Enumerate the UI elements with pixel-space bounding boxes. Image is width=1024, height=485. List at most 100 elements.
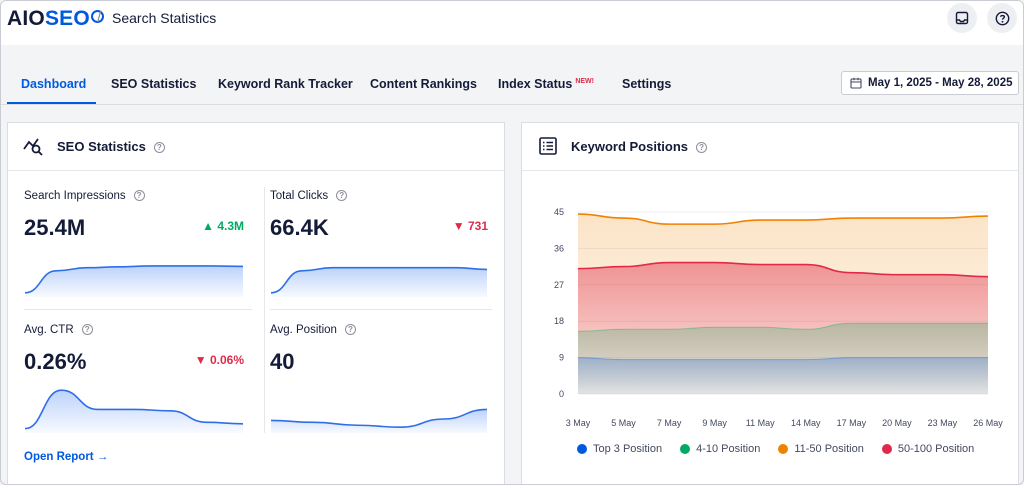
seo-statistics-header: SEO Statistics? xyxy=(8,123,504,171)
help-circle-icon xyxy=(995,11,1009,25)
tab-index-status[interactable]: Index Status NEW! xyxy=(498,77,594,91)
metric-delta-impressions: ▲ 4.3M xyxy=(202,219,244,233)
tab-keyword-rank-tracker[interactable]: Keyword Rank Tracker xyxy=(218,77,353,91)
series-line-50-100-position xyxy=(577,261,989,278)
sparkline-impressions xyxy=(24,265,244,297)
metric-delta-clicks: ▼ 731 xyxy=(452,219,488,233)
legend-item[interactable]: Top 3 Position xyxy=(577,443,662,455)
sparkline-position xyxy=(270,408,488,433)
open-report-link[interactable]: Open Report → xyxy=(24,451,109,463)
keyword-positions-chart: 0 9 18 27 36 45 3 May 5 May 7 May 9 May 11 May 14 M… xyxy=(554,207,1003,428)
divider xyxy=(270,309,492,310)
divider xyxy=(264,187,265,333)
active-tab-indicator xyxy=(7,102,96,104)
x-tick-label: 26 May xyxy=(973,418,1003,428)
legend-dot xyxy=(778,444,789,454)
tab-bar: Dashboard SEO Statistics Keyword Rank Tr… xyxy=(1,45,1023,105)
series-area-top-3-position xyxy=(578,357,988,394)
metric-value-clicks: 66.4K xyxy=(270,215,329,240)
x-tick-label: 7 May xyxy=(657,418,682,428)
sparkline-clicks xyxy=(270,266,488,297)
x-tick-label: 17 May xyxy=(837,418,867,428)
breadcrumb-separator: / xyxy=(97,9,102,26)
sparkline-ctr xyxy=(24,389,244,433)
seo-statistics-title: SEO Statistics? xyxy=(57,139,165,154)
sparkline-line xyxy=(270,266,488,294)
gear-icon xyxy=(90,10,104,23)
x-tick-label: 9 May xyxy=(702,418,727,428)
y-tick-label: 9 xyxy=(559,353,564,363)
tab-content-rankings[interactable]: Content Rankings xyxy=(370,77,477,91)
top-bar: AIOSEO / Search Statistics xyxy=(1,1,1023,45)
x-tick-label: 23 May xyxy=(928,418,958,428)
series-line-top-3-position xyxy=(577,357,988,361)
sparkline-line xyxy=(24,265,244,294)
keyword-positions-title: Keyword Positions? xyxy=(571,139,708,154)
sparkline-area xyxy=(271,409,487,433)
sparkline-line xyxy=(24,389,244,430)
keyword-positions-card: Keyword Positions? 0 9 18 27 36 45 3 May 5 May 7… xyxy=(521,122,1019,484)
legend-item[interactable]: 11-50 Position xyxy=(778,443,864,455)
tab-index-status-label: Index Status xyxy=(498,77,573,91)
calendar-icon xyxy=(850,77,862,89)
y-tick-label: 18 xyxy=(554,316,564,326)
help-icon[interactable]: ? xyxy=(133,190,145,201)
series-line-11-50-position xyxy=(577,213,989,225)
y-tick-label: 27 xyxy=(554,280,564,290)
legend-label: 4-10 Position xyxy=(696,443,761,455)
help-icon[interactable]: ? xyxy=(336,190,348,201)
page-title: Search Statistics xyxy=(112,10,217,26)
x-tick-label: 20 May xyxy=(882,418,912,428)
metric-value-impressions: 25.4M xyxy=(24,215,86,240)
divider xyxy=(264,321,265,433)
help-button[interactable] xyxy=(987,3,1017,33)
tab-dashboard[interactable]: Dashboard xyxy=(21,77,87,91)
help-icon[interactable]: ? xyxy=(153,142,165,153)
legend-item[interactable]: 4-10 Position xyxy=(680,443,760,455)
metric-label-position: Avg. Position? xyxy=(270,324,356,336)
sparkline-area xyxy=(25,390,243,433)
date-range-label: May 1, 2025 - May 28, 2025 xyxy=(868,77,1013,89)
divider xyxy=(24,309,252,310)
y-tick-label: 45 xyxy=(554,207,564,217)
metric-value-position: 40 xyxy=(270,349,295,374)
help-icon[interactable]: ? xyxy=(344,324,356,335)
sparkline-area xyxy=(271,267,487,297)
legend-label: 50-100 Position xyxy=(897,443,975,455)
sparkline-line xyxy=(270,408,488,428)
metric-label-impressions: Search Impressions? xyxy=(24,190,145,202)
inbox-icon xyxy=(955,11,969,25)
date-range-picker[interactable]: May 1, 2025 - May 28, 2025 xyxy=(841,71,1019,95)
chart-legend: Top 3 Position 4-10 Position 11-50 Positio… xyxy=(577,443,974,455)
legend-dot xyxy=(577,444,587,454)
new-badge: NEW! xyxy=(575,78,594,85)
legend-dot xyxy=(680,444,691,454)
help-icon[interactable]: ? xyxy=(696,142,708,153)
x-tick-label: 11 May xyxy=(746,418,775,428)
metric-label-ctr: Avg. CTR? xyxy=(24,324,93,336)
metric-delta-ctr: ▼ 0.06% xyxy=(194,353,244,367)
sparkline-area xyxy=(25,265,243,297)
metric-value-ctr: 0.26% xyxy=(24,349,87,374)
statistics-search-icon xyxy=(23,138,43,156)
tab-settings[interactable]: Settings xyxy=(622,77,672,91)
legend-item[interactable]: 50-100 Position xyxy=(881,443,975,455)
x-tick-label: 14 May xyxy=(791,418,821,428)
aioseo-logo[interactable]: AIOSEO xyxy=(7,7,104,31)
legend-dot xyxy=(881,444,892,454)
x-tick-label: 5 May xyxy=(611,418,636,428)
y-tick-label: 0 xyxy=(559,389,564,399)
x-tick-label: 3 May xyxy=(566,418,591,428)
list-icon xyxy=(539,137,557,155)
series-line-4-10-position xyxy=(577,322,988,332)
seo-statistics-card: SEO Statistics? Search Impressions? 25.4… xyxy=(7,122,505,484)
legend-label: Top 3 Position xyxy=(593,443,663,455)
legend-label: 11-50 Position xyxy=(794,443,864,455)
y-tick-label: 36 xyxy=(554,243,564,253)
tab-seo-statistics[interactable]: SEO Statistics xyxy=(111,77,197,91)
notifications-button[interactable] xyxy=(947,3,977,33)
help-icon[interactable]: ? xyxy=(81,324,93,335)
metric-label-clicks: Total Clicks? xyxy=(270,190,348,202)
keyword-positions-header: Keyword Positions? xyxy=(522,123,1018,171)
